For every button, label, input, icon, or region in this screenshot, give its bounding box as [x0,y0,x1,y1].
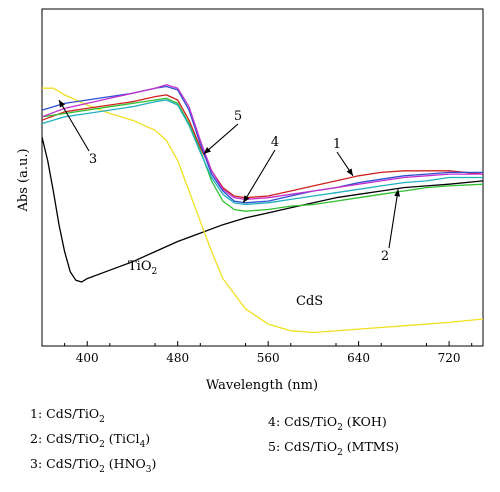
legend-item-3: 3: CdS/TiO2 (HNO3) [30,456,156,475]
annotation-label-5: 5 [234,109,242,124]
annotation-label-3: 3 [89,152,97,167]
annotation-arrowhead-2 [394,189,401,197]
annotation-arrowhead-5 [203,147,211,154]
x-tick-label: 400 [76,351,99,365]
series-line-1-cds-tio2 [41,94,484,199]
annotation-arrow-2 [388,189,399,249]
series-line-4-cds-tio2-koh [41,99,483,206]
x-tick-label: 720 [438,351,461,365]
x-axis-title: Wavelength (nm) [206,378,318,393]
x-tick-label: 560 [257,351,280,365]
legend-item-1: 1: CdS/TiO2 [30,406,105,425]
series-line-cds [42,87,484,334]
annotation-arrow-4 [242,149,276,204]
x-tick-label: 480 [166,351,189,365]
annotation-label-4: 4 [271,135,279,150]
legend-item-2: 2: CdS/TiO2 (TiCl4) [30,431,150,450]
y-axis-title: Abs (a.u.) [16,148,31,212]
legend-item-4: 4: CdS/TiO2 (KOH) [268,414,387,433]
x-tick-label: 640 [347,351,370,365]
curves-group [41,84,484,334]
x-ticks-group: 400 480 560 640 720 [64,341,473,365]
annotation-arrow-5 [203,123,239,155]
annotation-arrowhead-4 [243,195,250,203]
series-line-3-cds-tio2-hno3 [41,85,483,204]
plot-frame [41,8,484,347]
curve-label-cds: CdS [296,294,323,309]
annotation-arrow-3 [58,99,90,152]
annotation-arrowhead-3 [58,99,66,108]
annotation-arrowhead-1 [346,168,353,176]
legend-item-5: 5: CdS/TiO2 (MTMS) [268,439,399,458]
annotations-group: 5 4 1 2 3 [58,99,401,264]
curve-label-tio2: TiO2 [128,259,157,277]
legend: 1: CdS/TiO2 2: CdS/TiO2 (TiCl4) 3: CdS/T… [30,406,399,475]
annotation-label-1: 1 [333,137,341,152]
series-line-tio2 [41,136,484,283]
series-line-2-cds-tio2-ticl4 [41,97,484,212]
annotation-label-2: 2 [381,249,389,264]
series-line-5-cds-tio2-mtms [41,84,483,201]
